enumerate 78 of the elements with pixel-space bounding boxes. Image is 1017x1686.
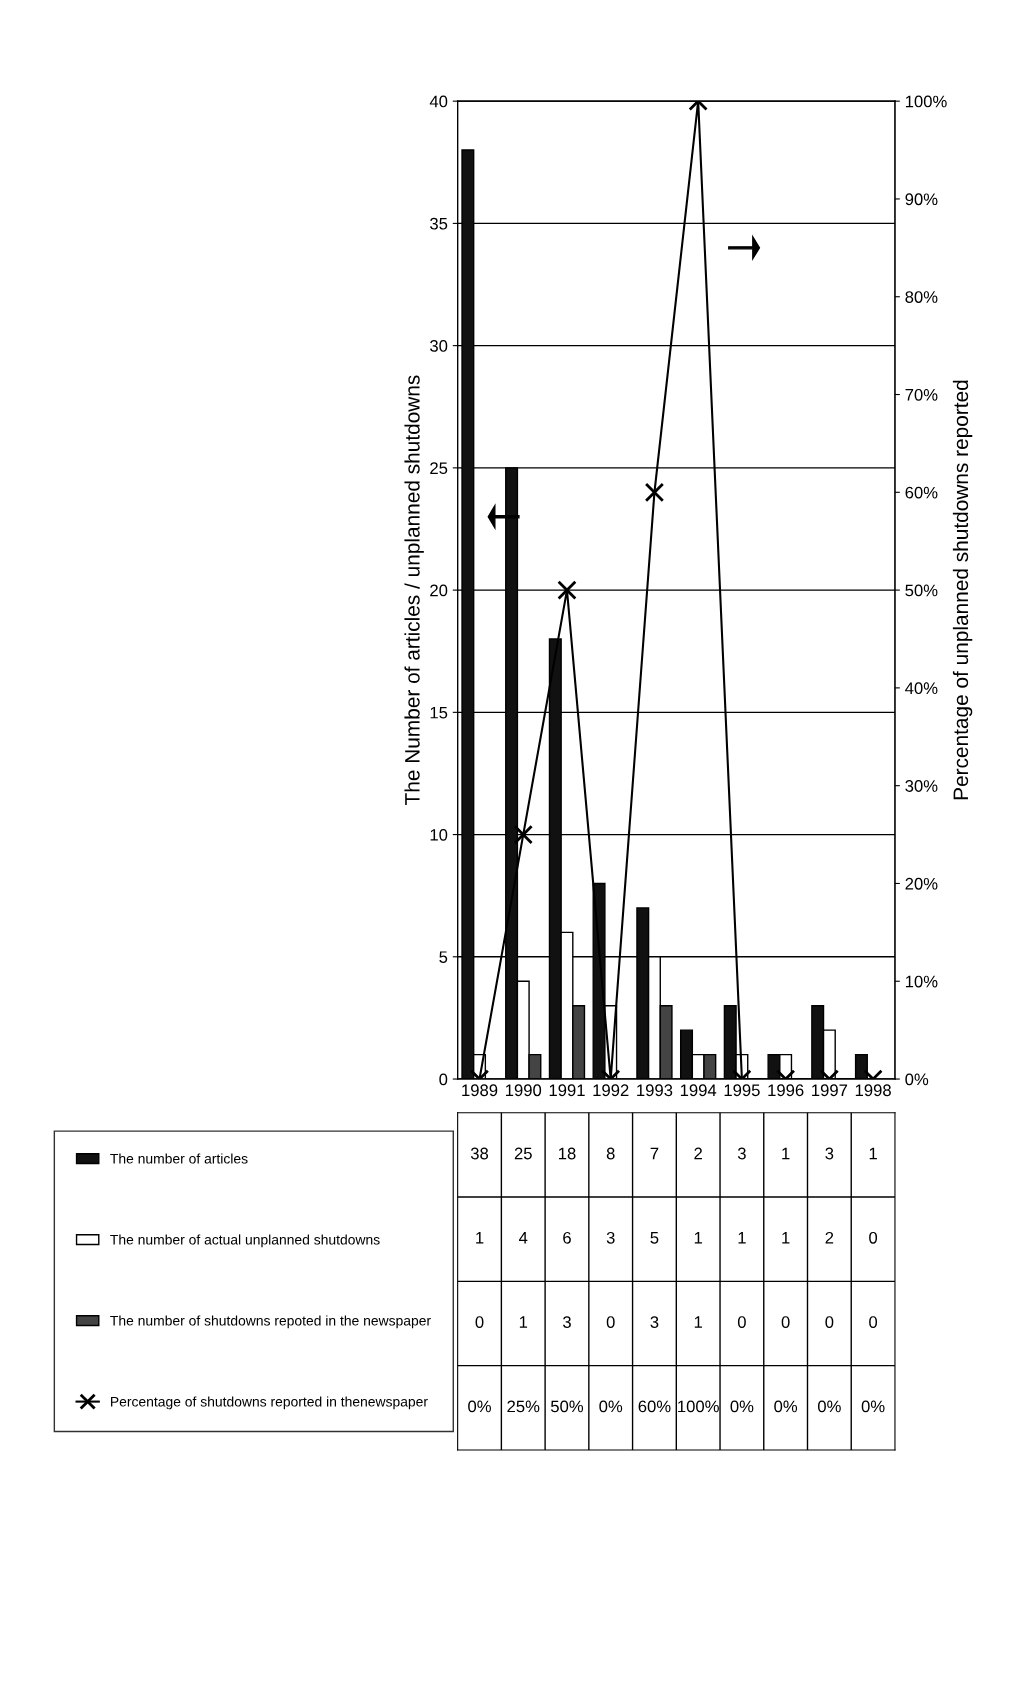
data-label: 1 [738,1232,746,1244]
data-label: 1 [869,1147,877,1160]
y2-tick-label: 80% [905,291,938,303]
point [557,580,577,600]
x-tick-label: 1996 [768,1084,804,1097]
data-label: 5 [650,1232,659,1244]
data-label: 2 [694,1147,702,1160]
data-label: 1 [694,1232,702,1244]
data-label: 0 [737,1316,746,1328]
y2-tick-label: 0% [905,1073,929,1086]
y-tick-label: 30 [430,340,448,352]
y-tick-label: 20 [430,584,448,597]
y-tick-label: 35 [430,217,448,230]
x-tick-label: 1995 [724,1084,760,1097]
data-label: 0 [825,1316,834,1328]
y2-tick-label: 30% [905,780,938,792]
y-tick-label: 5 [439,951,448,964]
data-label: 6 [563,1231,571,1244]
legend-label: The number of actual unplanned shutdowns [110,1234,380,1248]
y2-tick-label: 60% [905,486,938,499]
data-label: 1 [782,1147,790,1160]
data-label: 18 [558,1147,576,1160]
y-tick-label: 25 [430,462,448,475]
data-label: 0% [817,1400,841,1413]
y-tick-label: 10 [430,828,448,841]
legend-label: Percentage of shutdowns reported in thenewspaper [111,1396,428,1410]
legend-label: The number of shutdowns repoted in the newspaper [110,1315,431,1329]
data-label: 100% [678,1400,719,1413]
data-label: 1 [694,1316,702,1328]
y2-tick-label: 40% [905,682,938,695]
data-label: 25 [514,1147,532,1160]
y2-tick-label: 20% [905,877,938,890]
x-tick-label: 1991 [549,1084,585,1097]
y2-tick-label: 10% [905,975,938,988]
x-tick-label: 1998 [855,1084,891,1097]
data-label: 7 [650,1147,659,1160]
data-label: 2 [825,1231,834,1244]
x-tick-label: 1997 [812,1084,848,1097]
data-label: 1 [476,1232,484,1244]
data-label: 0% [730,1400,754,1413]
legend-label: The number of articles [110,1153,248,1164]
data-label: 60% [638,1400,671,1413]
data-label: 25% [507,1400,540,1413]
x-tick-label: 1989 [462,1084,498,1097]
y-axis-title: The Number of articles / unplanned shutdowns [404,375,424,806]
y-tick-label: 40 [429,95,448,108]
data-label: 38 [470,1147,489,1160]
data-label: 3 [737,1147,746,1160]
data-label: 3 [650,1316,659,1328]
x-tick-label: 1994 [680,1084,717,1097]
x-tick-label: 1993 [637,1084,673,1097]
y2-tick-label: 100% [905,95,947,108]
data-label: 4 [519,1232,528,1244]
x-tick-label: 1992 [593,1084,629,1097]
y2-tick-label: 50% [905,584,938,597]
data-label: 0% [599,1400,623,1413]
data-label: 0 [869,1231,878,1244]
y-tick-label: 15 [430,706,448,719]
y2-tick-label: 90% [905,193,938,206]
data-label: 3 [562,1316,571,1328]
y2-tick-label: 70% [905,388,938,401]
data-label: 50% [550,1400,584,1413]
y-tick-label: 0 [439,1073,448,1086]
data-label: 3 [606,1231,615,1244]
data-label: 1 [782,1232,790,1244]
data-label: 0% [774,1400,798,1413]
data-label: 8 [606,1147,615,1160]
data-label: 0% [861,1400,885,1413]
point [644,482,665,503]
x-tick-label: 1990 [505,1084,542,1097]
data-label: 0% [468,1400,491,1413]
data-label: 1 [519,1316,528,1328]
data-label: 0 [781,1316,790,1328]
data-label: 3 [825,1147,834,1160]
data-label: 0 [606,1316,615,1328]
y2-axis-title: Percentage of unplanned shutdowns reported [952,380,973,800]
data-label: 0 [475,1316,484,1328]
data-label: 0 [869,1316,878,1328]
